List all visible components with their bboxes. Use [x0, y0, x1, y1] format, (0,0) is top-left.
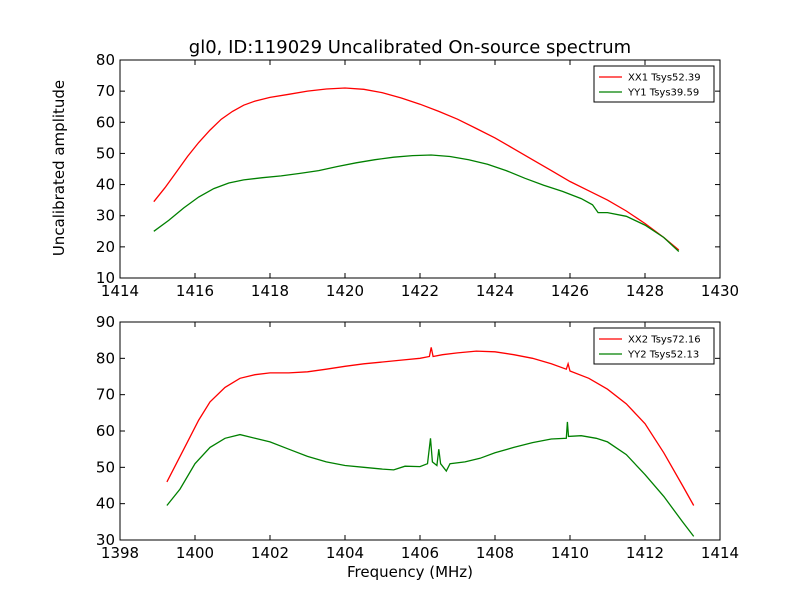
top-y-axis-label: Uncalibrated amplitude — [50, 80, 68, 256]
bottom-legend-label-1: XX2 Tsys72.16 — [628, 335, 701, 346]
top-y-tick-label: 10 — [96, 269, 115, 287]
bottom-y-tick-label: 50 — [96, 458, 115, 476]
bottom-y-tick-label: 40 — [96, 495, 115, 513]
top-y-tick-label: 30 — [96, 207, 115, 225]
bottom-x-tick-label: 1410 — [551, 544, 589, 562]
top-x-tick-label: 1430 — [701, 282, 739, 300]
bottom-x-tick-label: 1406 — [401, 544, 439, 562]
bottom-y-tick-label: 90 — [96, 313, 115, 331]
top-spectrum-panel: Uncalibrated amplitude 1414 1416 1418 1420 1… — [50, 51, 739, 300]
bottom-legend-label-2: YY2 Tsys52.13 — [627, 350, 699, 361]
top-x-tick-label: 1424 — [476, 282, 514, 300]
top-x-tick-label: 1426 — [551, 282, 589, 300]
top-x-tick-label: 1416 — [176, 282, 214, 300]
top-legend-box — [593, 65, 715, 103]
bottom-y-tick-label: 60 — [96, 422, 115, 440]
bottom-y-tick-label: 30 — [96, 531, 115, 549]
bottom-series-line-2 — [166, 421, 695, 537]
bottom-y-tick-label: 70 — [96, 386, 115, 404]
bottom-x-tick-label: 1402 — [251, 544, 289, 562]
top-x-tick-label: 1418 — [251, 282, 289, 300]
top-x-tick-label: 1420 — [326, 282, 364, 300]
bottom-x-tick-label: 1400 — [176, 544, 214, 562]
top-y-tick-label: 70 — [96, 82, 115, 100]
bottom-series-line-1 — [166, 347, 695, 506]
top-x-tick-label: 1428 — [626, 282, 664, 300]
top-legend-label-1: XX1 Tsys52.39 — [628, 73, 701, 84]
bottom-x-tick-label: 1398 — [101, 544, 139, 562]
top-legend: XX1 Tsys52.39 YY1 Tsys39.59 — [593, 65, 715, 103]
bottom-x-tick-label: 1404 — [326, 544, 364, 562]
top-y-tick-label: 60 — [96, 113, 115, 131]
top-x-tick-label: 1422 — [401, 282, 439, 300]
top-x-tick-label: 1414 — [101, 282, 139, 300]
top-y-tick-label: 80 — [96, 51, 115, 69]
top-y-tick-label: 20 — [96, 238, 115, 256]
bottom-x-axis-label: Frequency (MHz) — [347, 563, 473, 581]
bottom-legend: XX2 Tsys72.16 YY2 Tsys52.13 — [593, 327, 715, 365]
bottom-x-tick-label: 1414 — [701, 544, 739, 562]
figure-title: gl0, ID:119029 Uncalibrated On-source sp… — [189, 37, 631, 58]
bottom-x-tick-label: 1408 — [476, 544, 514, 562]
bottom-legend-box — [593, 327, 715, 365]
top-y-tick-label: 50 — [96, 144, 115, 162]
top-y-tick-label: 40 — [96, 176, 115, 194]
bottom-spectrum-panel: Frequency (MHz) 1398 1400 1402 1404 1406 1408… — [96, 313, 739, 581]
top-series-line-1 — [153, 87, 680, 251]
bottom-x-tick-label: 1412 — [626, 544, 664, 562]
top-series-line-2 — [153, 154, 680, 252]
bottom-y-tick-label: 80 — [96, 349, 115, 367]
top-legend-label-2: YY1 Tsys39.59 — [627, 88, 699, 99]
